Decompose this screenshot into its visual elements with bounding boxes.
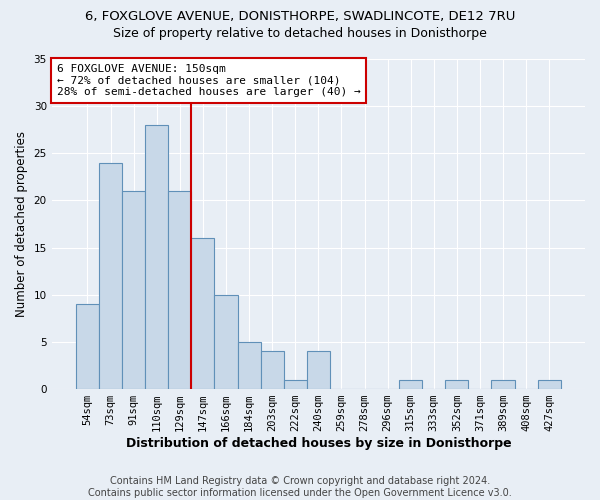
- Bar: [76, 304, 99, 389]
- Text: 6 FOXGLOVE AVENUE: 150sqm
← 72% of detached houses are smaller (104)
28% of semi: 6 FOXGLOVE AVENUE: 150sqm ← 72% of detac…: [57, 64, 361, 97]
- Bar: [284, 380, 307, 389]
- Text: Size of property relative to detached houses in Donisthorpe: Size of property relative to detached ho…: [113, 28, 487, 40]
- X-axis label: Distribution of detached houses by size in Donisthorpe: Distribution of detached houses by size …: [125, 437, 511, 450]
- Bar: [145, 125, 168, 389]
- Text: 6, FOXGLOVE AVENUE, DONISTHORPE, SWADLINCOTE, DE12 7RU: 6, FOXGLOVE AVENUE, DONISTHORPE, SWADLIN…: [85, 10, 515, 23]
- Y-axis label: Number of detached properties: Number of detached properties: [15, 131, 28, 317]
- Bar: [491, 380, 515, 389]
- Text: Contains HM Land Registry data © Crown copyright and database right 2024.
Contai: Contains HM Land Registry data © Crown c…: [88, 476, 512, 498]
- Bar: [191, 238, 214, 389]
- Bar: [122, 191, 145, 389]
- Bar: [399, 380, 422, 389]
- Bar: [538, 380, 561, 389]
- Bar: [260, 352, 284, 389]
- Bar: [238, 342, 260, 389]
- Bar: [99, 162, 122, 389]
- Bar: [445, 380, 469, 389]
- Bar: [214, 295, 238, 389]
- Bar: [168, 191, 191, 389]
- Bar: [307, 352, 330, 389]
